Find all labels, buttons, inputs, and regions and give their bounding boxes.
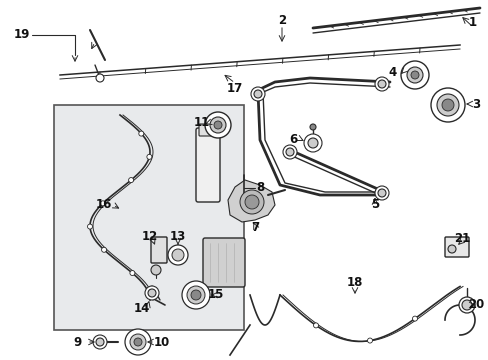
Text: 6: 6 [288, 134, 297, 147]
Circle shape [307, 138, 317, 148]
FancyBboxPatch shape [199, 124, 217, 136]
Circle shape [313, 323, 318, 328]
Circle shape [93, 335, 107, 349]
Circle shape [172, 249, 183, 261]
Polygon shape [227, 180, 274, 222]
Text: 13: 13 [169, 230, 186, 243]
Circle shape [430, 88, 464, 122]
Circle shape [87, 224, 92, 229]
Circle shape [461, 300, 471, 310]
Text: 3: 3 [471, 98, 479, 111]
Circle shape [406, 67, 422, 83]
Circle shape [191, 290, 201, 300]
Circle shape [96, 74, 104, 82]
Circle shape [214, 121, 222, 129]
Circle shape [182, 281, 209, 309]
FancyBboxPatch shape [54, 105, 244, 330]
Circle shape [285, 148, 293, 156]
Circle shape [374, 77, 388, 91]
Circle shape [244, 195, 259, 209]
Circle shape [125, 329, 151, 355]
Text: 1: 1 [468, 15, 476, 28]
Circle shape [151, 265, 161, 275]
Text: 17: 17 [226, 81, 243, 94]
Circle shape [130, 271, 135, 275]
Circle shape [253, 90, 262, 98]
Circle shape [130, 334, 146, 350]
Circle shape [148, 289, 156, 297]
Circle shape [377, 189, 385, 197]
Circle shape [400, 61, 428, 89]
Circle shape [204, 112, 230, 138]
Circle shape [145, 286, 159, 300]
FancyBboxPatch shape [196, 128, 220, 202]
Circle shape [412, 316, 417, 321]
Circle shape [146, 154, 152, 159]
Text: 5: 5 [370, 198, 378, 211]
Text: 18: 18 [346, 276, 363, 289]
Circle shape [250, 87, 264, 101]
Circle shape [436, 94, 458, 116]
Circle shape [128, 177, 133, 183]
Text: 4: 4 [388, 67, 396, 80]
Circle shape [410, 71, 418, 79]
Circle shape [458, 297, 474, 313]
Circle shape [283, 145, 296, 159]
Text: 14: 14 [134, 301, 150, 315]
Text: 19: 19 [14, 28, 30, 41]
Circle shape [100, 201, 105, 206]
Text: 7: 7 [250, 221, 259, 234]
FancyBboxPatch shape [203, 238, 244, 287]
Text: 9: 9 [74, 336, 82, 348]
Circle shape [447, 245, 455, 253]
Circle shape [209, 117, 225, 133]
Text: 10: 10 [154, 336, 170, 348]
Circle shape [168, 245, 187, 265]
Text: 8: 8 [255, 181, 264, 194]
FancyBboxPatch shape [151, 237, 167, 263]
Circle shape [96, 338, 104, 346]
Text: 12: 12 [142, 230, 158, 243]
FancyBboxPatch shape [444, 237, 468, 257]
Text: 20: 20 [467, 298, 483, 311]
Text: 11: 11 [193, 117, 210, 130]
Text: 15: 15 [207, 288, 224, 301]
Text: 21: 21 [453, 231, 469, 244]
Circle shape [374, 186, 388, 200]
Circle shape [102, 247, 106, 252]
Text: 2: 2 [277, 13, 285, 27]
Circle shape [134, 338, 142, 346]
Circle shape [240, 190, 264, 214]
Circle shape [304, 134, 321, 152]
Text: 16: 16 [96, 198, 112, 211]
Circle shape [441, 99, 453, 111]
Circle shape [367, 338, 372, 343]
Circle shape [309, 124, 315, 130]
Circle shape [377, 80, 385, 88]
Circle shape [186, 286, 204, 304]
Circle shape [139, 131, 143, 136]
